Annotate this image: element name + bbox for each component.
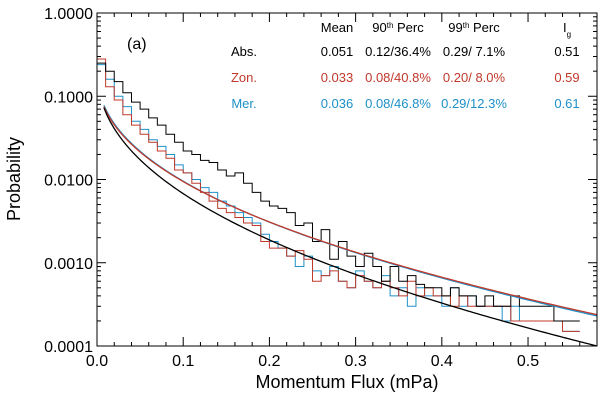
y-tick-label: 0.0001 [44, 339, 93, 356]
table-header: 90th Perc [372, 20, 424, 35]
table-cell: 0.033 [321, 70, 354, 85]
x-tick-label: 0.1 [172, 353, 194, 370]
x-axis-title: Momentum Flux (mPa) [255, 372, 438, 392]
x-tick-label: 0.4 [431, 353, 453, 370]
y-tick-label: 0.0100 [44, 173, 93, 190]
axes-layer: 0.0 0.1 0.2 0.3 0.4 0.5 0.0001 0.0010 0.0100 0.10… [44, 6, 597, 370]
header-base: I [563, 20, 567, 35]
header-base: 99 [448, 20, 462, 35]
header-rest: Perc [469, 20, 500, 35]
header-rest: Perc [393, 20, 424, 35]
table-row-label: Zon. [231, 70, 257, 85]
y-tick-label: 1.0000 [44, 6, 93, 23]
fit-curve-abs [103, 107, 597, 346]
y-tick-label: 0.1000 [44, 89, 93, 106]
x-tick-label: 0.2 [258, 353, 280, 370]
header-sup: th [387, 21, 394, 30]
table-header: Mean [321, 20, 354, 35]
x-tick-label: 0.3 [344, 353, 366, 370]
x-tick-label: 0.5 [517, 353, 539, 370]
table-cell: 0.08/40.8% [365, 70, 431, 85]
panel-label: (a) [127, 36, 147, 53]
table-cell: 0.12/36.4% [365, 44, 431, 59]
table-cell: 0.29/12.3% [441, 96, 507, 111]
fit-curves-layer [103, 105, 597, 346]
table-cell: 0.29/ 7.1% [443, 44, 506, 59]
header-sub: g [567, 30, 571, 39]
table-row-label: Mer. [231, 96, 256, 111]
plot-frame [96, 12, 598, 347]
table-cell: 0.51 [554, 44, 579, 59]
fit-curve-zon [103, 106, 597, 316]
series-layer [97, 58, 580, 332]
histogram-abs [97, 62, 580, 322]
table-row-label: Abs. [231, 44, 257, 59]
header-base: 90 [372, 20, 386, 35]
x-tick-label: 0.0 [86, 353, 108, 370]
y-tick-label: 0.0010 [44, 256, 93, 273]
table-cell: 0.08/46.8% [365, 96, 431, 111]
table-cell: 0.051 [321, 44, 354, 59]
table-cell: 0.59 [554, 70, 579, 85]
y-axis-title: Probability [4, 137, 24, 221]
header-sup: th [463, 21, 470, 30]
table-cell: 0.61 [554, 96, 579, 111]
table-cell: 0.036 [321, 96, 354, 111]
table-header: Ig [563, 20, 571, 39]
table-header: 99th Perc [448, 20, 500, 35]
table-cell: 0.20/ 8.0% [443, 70, 506, 85]
